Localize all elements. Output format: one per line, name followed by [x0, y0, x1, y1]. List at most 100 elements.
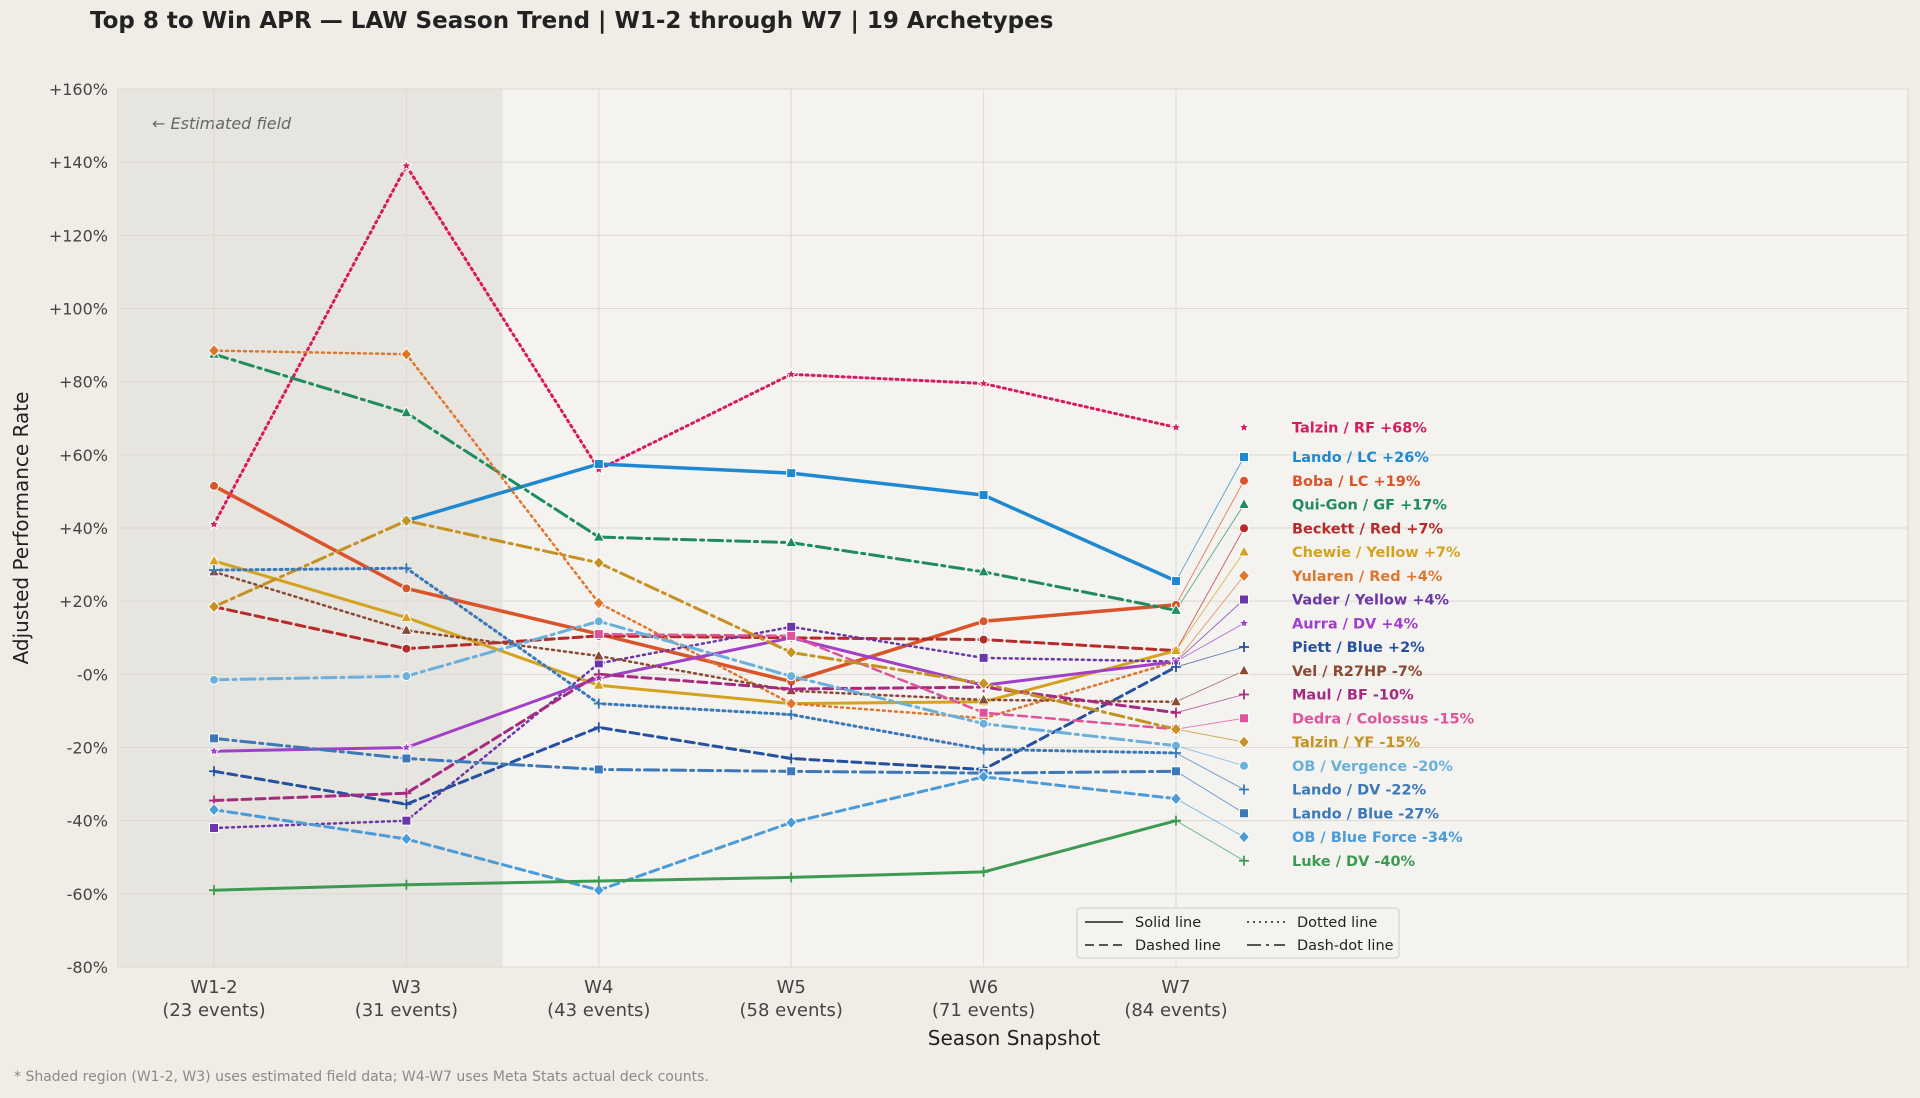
- end-marker-dedra-colossus: [1239, 713, 1249, 724]
- series-markers: [207, 158, 1183, 897]
- point-lando-lc: [786, 468, 797, 479]
- point-talzin-rf: [207, 517, 221, 530]
- point-maul-bf: [401, 788, 412, 799]
- point-ob-blue-force: [785, 815, 798, 830]
- x-tick-sublabel: (84 events): [1124, 1000, 1227, 1021]
- point-vel-r27hp: [400, 623, 413, 635]
- point-ob-blue-force: [1169, 791, 1183, 806]
- point-ob-vergence: [593, 616, 604, 627]
- point-chewie-yellow: [1169, 643, 1183, 656]
- series-line-ob-blue-force: [212, 775, 1178, 892]
- point-talzin-yf: [207, 599, 221, 614]
- x-tick-label: W5: [777, 977, 806, 998]
- end-marker-chewie-yellow: [1237, 544, 1251, 557]
- end-label-yularen-red: Yularen / Red +4%: [1291, 569, 1443, 585]
- point-yularen-red: [207, 343, 221, 358]
- x-tick-label: W6: [969, 977, 998, 998]
- y-tick-label: +120%: [49, 226, 108, 245]
- point-maul-bf: [786, 683, 797, 694]
- series-line-talzin-rf: [212, 164, 1178, 526]
- end-marker-talzin-yf: [1237, 735, 1251, 749]
- end-marker-maul-bf: [1239, 689, 1249, 700]
- x-tick-sublabel: (43 events): [547, 1000, 650, 1021]
- connector-ob-blue-force: [1175, 798, 1245, 838]
- legend-label-dashed: Dashed line: [1135, 938, 1221, 954]
- point-qui-gon-gf: [1169, 603, 1183, 615]
- point-vader-yellow: [786, 621, 797, 632]
- point-qui-gon-gf: [400, 405, 413, 418]
- end-label-lando-blue: Lando / Blue -27%: [1292, 806, 1440, 822]
- end-label-boba-lc: Boba / LC +19%: [1292, 474, 1421, 490]
- point-lando-dv: [786, 709, 797, 720]
- point-yularen-red: [592, 596, 605, 610]
- connector-chewie-yellow: [1175, 551, 1245, 651]
- end-marker-yularen-red: [1237, 569, 1251, 583]
- end-marker-vel-r27hp: [1237, 663, 1251, 676]
- point-piett-blue: [786, 753, 797, 764]
- connector-lando-lc: [1175, 456, 1245, 582]
- point-vel-r27hp: [592, 649, 606, 661]
- y-tick-label: -60%: [67, 885, 108, 904]
- series-lines: [212, 164, 1178, 892]
- point-qui-gon-gf: [784, 535, 798, 548]
- connector-luke-dv: [1175, 820, 1245, 862]
- point-lando-dv: [401, 563, 412, 574]
- y-tick-label: -20%: [67, 739, 108, 758]
- end-label-qui-gon-gf: Qui-Gon / GF +17%: [1292, 498, 1447, 514]
- x-tick-sublabel: (58 events): [740, 1000, 843, 1021]
- connector-lando-blue: [1175, 770, 1245, 814]
- point-beckett-red: [978, 634, 989, 645]
- point-boba-lc: [401, 583, 412, 594]
- y-tick-label: +60%: [59, 446, 108, 465]
- point-lando-blue: [593, 764, 604, 775]
- end-label-aurra-dv: Aurra / DV +4%: [1292, 616, 1419, 632]
- end-label-ob-blue-force: OB / Blue Force -34%: [1292, 830, 1463, 846]
- point-dedra-colossus: [593, 629, 604, 640]
- series-line-yularen-red: [212, 349, 1178, 720]
- end-marker-talzin-rf: [1237, 420, 1251, 433]
- connector-dedra-colossus: [1175, 717, 1245, 730]
- end-marker-beckett-red: [1239, 523, 1249, 534]
- point-dedra-colossus: [978, 707, 989, 718]
- series-line-beckett-red: [212, 605, 1178, 653]
- series-line-dedra-colossus: [597, 632, 1178, 731]
- point-talzin-rf: [399, 158, 413, 172]
- point-yularen-red: [400, 347, 413, 361]
- point-piett-blue: [209, 766, 219, 777]
- y-tick-label: +100%: [49, 300, 108, 319]
- end-label-lando-dv: Lando / DV -22%: [1292, 783, 1427, 799]
- footnote: * Shaded region (W1-2, W3) uses estimate…: [14, 1069, 709, 1085]
- y-tick-label: +160%: [49, 80, 108, 99]
- connector-vel-r27hp: [1175, 670, 1245, 703]
- connector-qui-gon-gf: [1175, 504, 1245, 611]
- point-talzin-yf: [785, 645, 798, 660]
- point-lando-dv: [978, 744, 989, 755]
- x-axis-ticks: W1-2(23 events) W3(31 events) W4(43 events…: [162, 977, 1227, 1021]
- point-lando-dv: [593, 698, 604, 709]
- point-vel-r27hp: [977, 692, 990, 705]
- x-tick-sublabel: (71 events): [932, 1000, 1035, 1021]
- connector-yularen-red: [1175, 575, 1245, 662]
- point-vader-yellow: [209, 822, 219, 833]
- point-aurra-dv: [207, 744, 221, 757]
- end-marker-vader-yellow: [1239, 594, 1249, 605]
- end-marker-qui-gon-gf: [1237, 497, 1251, 509]
- y-tick-label: +140%: [49, 153, 108, 172]
- series-line-aurra-dv: [212, 636, 1178, 753]
- point-lando-blue: [786, 766, 797, 777]
- connector-talzin-yf: [1175, 728, 1245, 743]
- connector-maul-bf: [1175, 694, 1245, 714]
- end-label-ob-vergence: OB / Vergence -20%: [1292, 759, 1453, 775]
- shaded-region-label: ← Estimated field: [152, 114, 292, 133]
- end-label-chewie-yellow: Chewie / Yellow +7%: [1292, 545, 1461, 561]
- point-talzin-rf: [1169, 420, 1183, 433]
- point-luke-dv: [593, 876, 604, 887]
- point-maul-bf: [1171, 707, 1181, 718]
- end-label-beckett-red: Beckett / Red +7%: [1292, 521, 1443, 537]
- point-aurra-dv: [399, 740, 413, 753]
- series-line-qui-gon-gf: [212, 352, 1178, 612]
- point-talzin-yf: [977, 676, 990, 691]
- series-line-vel-r27hp: [212, 570, 1178, 704]
- y-axis-ticks: -80% -60% -40% -20% -0% +20% +40% +60% +80% +100%…: [49, 80, 108, 977]
- point-ob-blue-force: [592, 883, 605, 897]
